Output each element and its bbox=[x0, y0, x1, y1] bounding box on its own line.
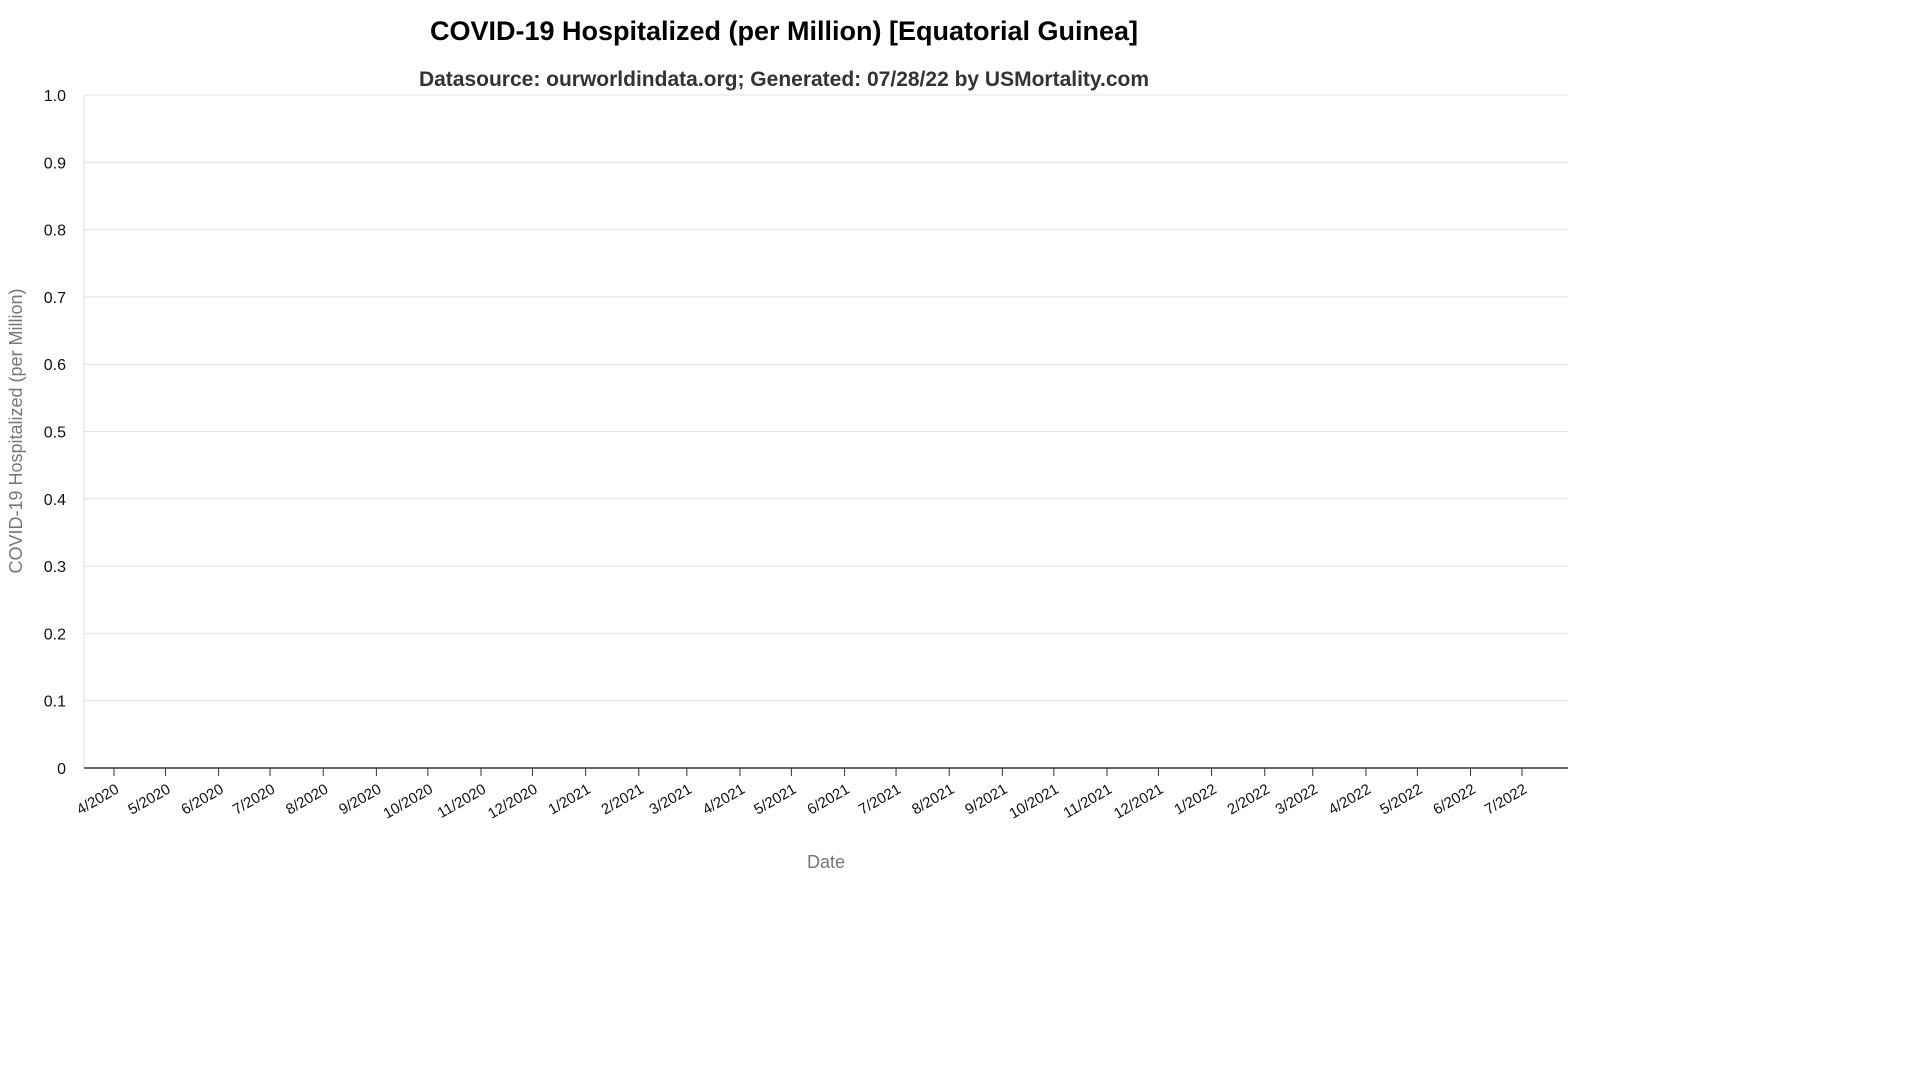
x-axis: 4/2020 5/2020 6/2020 7/2020 8/2020 9/202010/2… bbox=[74, 767, 1568, 823]
y-tick-label: 0.4 bbox=[44, 492, 66, 509]
x-tick-label: 12/2020 bbox=[485, 781, 540, 823]
x-tick-label: 3/2022 bbox=[1273, 781, 1321, 819]
x-tick-label: 8/2020 bbox=[283, 781, 331, 819]
y-tick-label: 0.8 bbox=[44, 223, 66, 240]
x-tick-label: 2/2021 bbox=[599, 781, 647, 819]
chart-title: COVID-19 Hospitalized (per Million) [Equ… bbox=[430, 16, 1138, 46]
x-tick-label: 4/2020 bbox=[74, 781, 122, 819]
y-tick-label: 0.1 bbox=[44, 694, 66, 711]
x-tick-label: 4/2022 bbox=[1326, 781, 1374, 819]
x-tick-label: 6/2021 bbox=[804, 781, 852, 819]
x-tick-label: 7/2020 bbox=[230, 781, 278, 819]
x-tick-label: 7/2022 bbox=[1482, 781, 1530, 819]
x-tick-label: 1/2021 bbox=[545, 781, 593, 819]
chart-subtitle: Datasource: ourworldindata.org; Generate… bbox=[419, 68, 1149, 91]
x-tick-label: 5/2022 bbox=[1377, 781, 1425, 819]
x-tick-label: 6/2020 bbox=[178, 781, 226, 819]
x-tick-label: 8/2021 bbox=[909, 781, 957, 819]
y-tick-label: 0.3 bbox=[44, 559, 66, 576]
x-tick-label: 10/2020 bbox=[380, 781, 435, 823]
x-tick-label: 4/2021 bbox=[700, 781, 748, 819]
x-tick-label: 3/2021 bbox=[647, 781, 695, 819]
x-tick-label: 10/2021 bbox=[1006, 781, 1061, 823]
x-tick-label: 1/2022 bbox=[1171, 781, 1219, 819]
x-tick-label: 11/2020 bbox=[435, 781, 489, 822]
y-tick-label: 0.2 bbox=[44, 626, 66, 643]
x-tick-label: 9/2020 bbox=[336, 781, 384, 819]
x-tick-label: 11/2021 bbox=[1060, 781, 1114, 822]
gridlines bbox=[84, 94, 1568, 702]
x-tick-label: 5/2021 bbox=[751, 781, 799, 819]
x-tick-label: 9/2021 bbox=[962, 781, 1010, 819]
y-tick-label: 0.5 bbox=[44, 425, 66, 442]
y-axis-label: COVID-19 Hospitalized (per Million) bbox=[6, 288, 26, 573]
x-tick-label: 5/2020 bbox=[125, 781, 173, 819]
y-tick-label: 0 bbox=[57, 761, 66, 778]
y-tick-label: 0.7 bbox=[44, 290, 66, 307]
x-axis-label: Date bbox=[807, 852, 845, 872]
y-axis: 0 0.1 0.2 0.3 0.4 0.5 0.6 0.7 0.8 0.9 1.0 bbox=[44, 88, 85, 778]
x-tick-label: 2/2022 bbox=[1225, 781, 1273, 819]
x-tick-label: 6/2022 bbox=[1430, 781, 1478, 819]
y-tick-label: 0.6 bbox=[44, 357, 66, 374]
x-tick-label: 7/2021 bbox=[856, 781, 904, 819]
x-tick-label: 12/2021 bbox=[1111, 781, 1166, 823]
chart: COVID-19 Hospitalized (per Million) [Equ… bbox=[6, 16, 1568, 872]
y-tick-label: 0.9 bbox=[44, 155, 66, 172]
y-tick-label: 1.0 bbox=[44, 88, 66, 105]
